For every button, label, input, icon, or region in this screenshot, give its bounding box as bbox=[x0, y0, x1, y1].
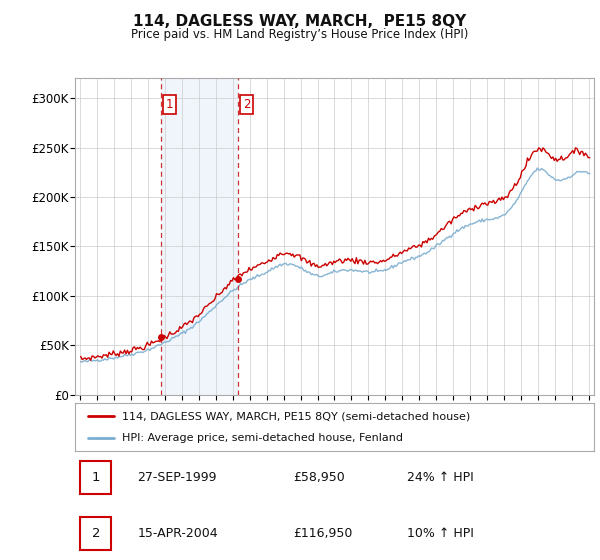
Text: 2: 2 bbox=[243, 98, 250, 111]
Text: HPI: Average price, semi-detached house, Fenland: HPI: Average price, semi-detached house,… bbox=[122, 433, 403, 443]
Text: 15-APR-2004: 15-APR-2004 bbox=[137, 527, 218, 540]
FancyBboxPatch shape bbox=[80, 460, 112, 494]
FancyBboxPatch shape bbox=[80, 516, 112, 550]
Text: 2: 2 bbox=[92, 527, 100, 540]
Text: Price paid vs. HM Land Registry’s House Price Index (HPI): Price paid vs. HM Land Registry’s House … bbox=[131, 28, 469, 41]
Text: £116,950: £116,950 bbox=[293, 527, 352, 540]
Text: 1: 1 bbox=[166, 98, 173, 111]
Text: 1: 1 bbox=[92, 471, 100, 484]
Text: 114, DAGLESS WAY, MARCH,  PE15 8QY: 114, DAGLESS WAY, MARCH, PE15 8QY bbox=[133, 14, 467, 29]
Text: 10% ↑ HPI: 10% ↑ HPI bbox=[407, 527, 474, 540]
Text: 114, DAGLESS WAY, MARCH, PE15 8QY (semi-detached house): 114, DAGLESS WAY, MARCH, PE15 8QY (semi-… bbox=[122, 411, 470, 421]
Text: 24% ↑ HPI: 24% ↑ HPI bbox=[407, 471, 474, 484]
Bar bbox=[161, 78, 238, 395]
Text: £58,950: £58,950 bbox=[293, 471, 345, 484]
Text: 27-SEP-1999: 27-SEP-1999 bbox=[137, 471, 217, 484]
